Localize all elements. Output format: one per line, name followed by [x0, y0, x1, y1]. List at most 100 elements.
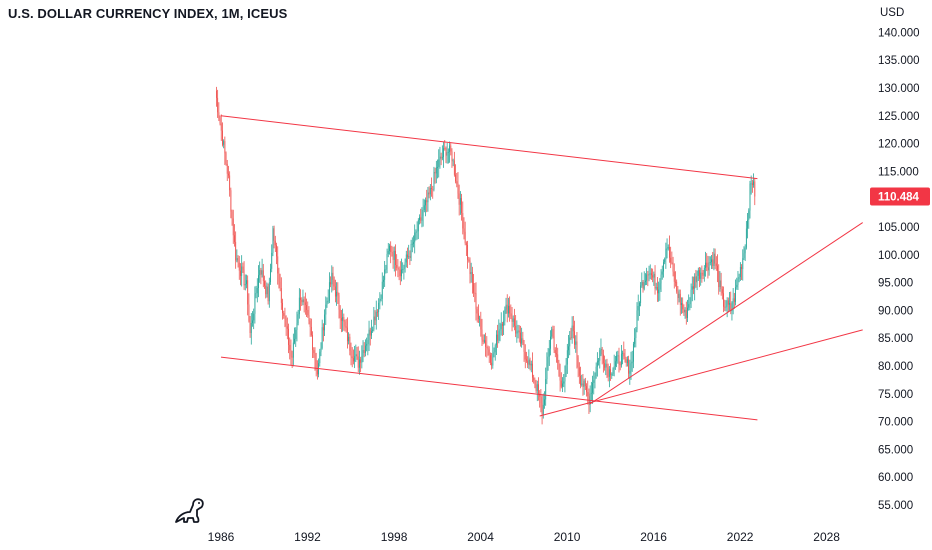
candle-body: [563, 381, 565, 384]
candle-body: [254, 293, 256, 314]
candle-body: [630, 363, 632, 371]
candle-body: [708, 262, 710, 271]
candle-body: [532, 363, 533, 378]
candle-body: [568, 346, 569, 351]
last-price-badge: 110.484: [870, 187, 930, 206]
candle-body: [470, 272, 472, 275]
candle-body: [505, 304, 507, 310]
candle-body: [626, 359, 628, 364]
candle-body: [512, 318, 514, 322]
candle-body: [605, 363, 607, 368]
trendline[interactable]: [220, 115, 758, 180]
candle-body: [440, 156, 442, 159]
candle-body: [333, 279, 335, 287]
candle-body: [522, 338, 524, 344]
candle-body: [718, 271, 720, 288]
candle-body: [635, 329, 637, 339]
price-axis[interactable]: USD 140.000 135.000 130.000 125.000 120.000 1…: [878, 7, 920, 512]
candle-body: [310, 326, 312, 336]
candle-body: [298, 297, 300, 315]
candle-body: [511, 316, 513, 322]
candle-body: [607, 367, 609, 377]
dinosaur-logo-icon[interactable]: [175, 498, 204, 523]
candle-body: [422, 209, 424, 217]
candle-body: [291, 356, 293, 358]
candle-body: [649, 273, 651, 275]
candle-body: [433, 171, 435, 190]
candle-body: [483, 340, 485, 342]
candle-body: [358, 359, 360, 368]
candle-body: [473, 283, 475, 293]
candle-body: [629, 370, 631, 374]
y-tick-label: 60.000: [878, 472, 913, 484]
candle-body: [219, 118, 221, 124]
candle-body: [601, 348, 603, 355]
candle-body: [599, 350, 601, 361]
candle-body: [463, 228, 465, 232]
time-axis[interactable]: 1986 1992 1998 2004 2010 2016 2022 2028: [208, 530, 841, 544]
candle-body: [391, 251, 393, 254]
candle-body: [279, 281, 281, 289]
candle-body: [745, 228, 747, 248]
candle-body: [570, 337, 572, 339]
candle-body: [501, 323, 503, 326]
candle-body: [660, 274, 662, 284]
trendline[interactable]: [589, 222, 863, 405]
candle-body: [247, 280, 249, 305]
candle-body: [640, 285, 642, 303]
candle-body: [569, 337, 571, 347]
candle-body: [411, 243, 413, 245]
candle-body: [744, 247, 746, 254]
candle-body: [637, 305, 639, 311]
candle-body: [369, 329, 371, 336]
candle-body: [542, 404, 544, 415]
trendline[interactable]: [220, 356, 758, 421]
candle-body: [559, 373, 561, 381]
candle-body: [459, 198, 461, 205]
candle-body: [403, 267, 405, 270]
candle-body: [667, 246, 669, 249]
candle-body: [733, 298, 735, 302]
candles-layer: [216, 86, 756, 425]
candle-body: [421, 216, 423, 221]
candle-body: [249, 320, 251, 334]
candle-body: [572, 325, 574, 332]
candle-body: [398, 268, 400, 270]
candle-body: [363, 350, 365, 353]
candle-body: [321, 327, 323, 348]
candle-body: [500, 323, 502, 330]
candle-body: [594, 375, 596, 381]
candle-body: [552, 329, 554, 337]
candle-body: [527, 360, 529, 365]
candle-body: [495, 334, 497, 346]
candle-body: [485, 340, 487, 347]
candle-body: [622, 352, 624, 354]
candle-body: [434, 171, 436, 174]
candle-body: [514, 318, 515, 326]
candle-body: [405, 254, 407, 263]
candle-body: [523, 343, 525, 352]
candle-body: [407, 254, 408, 258]
candle-body: [682, 303, 684, 310]
candle-body: [234, 235, 235, 242]
candle-body: [533, 377, 535, 381]
candle-body: [238, 262, 240, 271]
candle-body: [631, 361, 633, 364]
candle-body: [334, 286, 336, 297]
trendline[interactable]: [539, 329, 863, 417]
candle-body: [259, 270, 261, 276]
candle-body: [350, 350, 352, 357]
x-tick-label: 2028: [813, 530, 840, 544]
candle-body: [292, 342, 294, 358]
candle-body: [256, 287, 258, 294]
candle-body: [528, 359, 530, 365]
candle-body: [492, 353, 494, 366]
candle-body: [244, 284, 246, 286]
candle-body: [464, 231, 466, 244]
candle-body: [578, 367, 580, 376]
candle-body: [547, 356, 549, 364]
candle-body: [384, 269, 386, 280]
candle-body: [313, 350, 315, 354]
candle-body: [368, 329, 370, 341]
